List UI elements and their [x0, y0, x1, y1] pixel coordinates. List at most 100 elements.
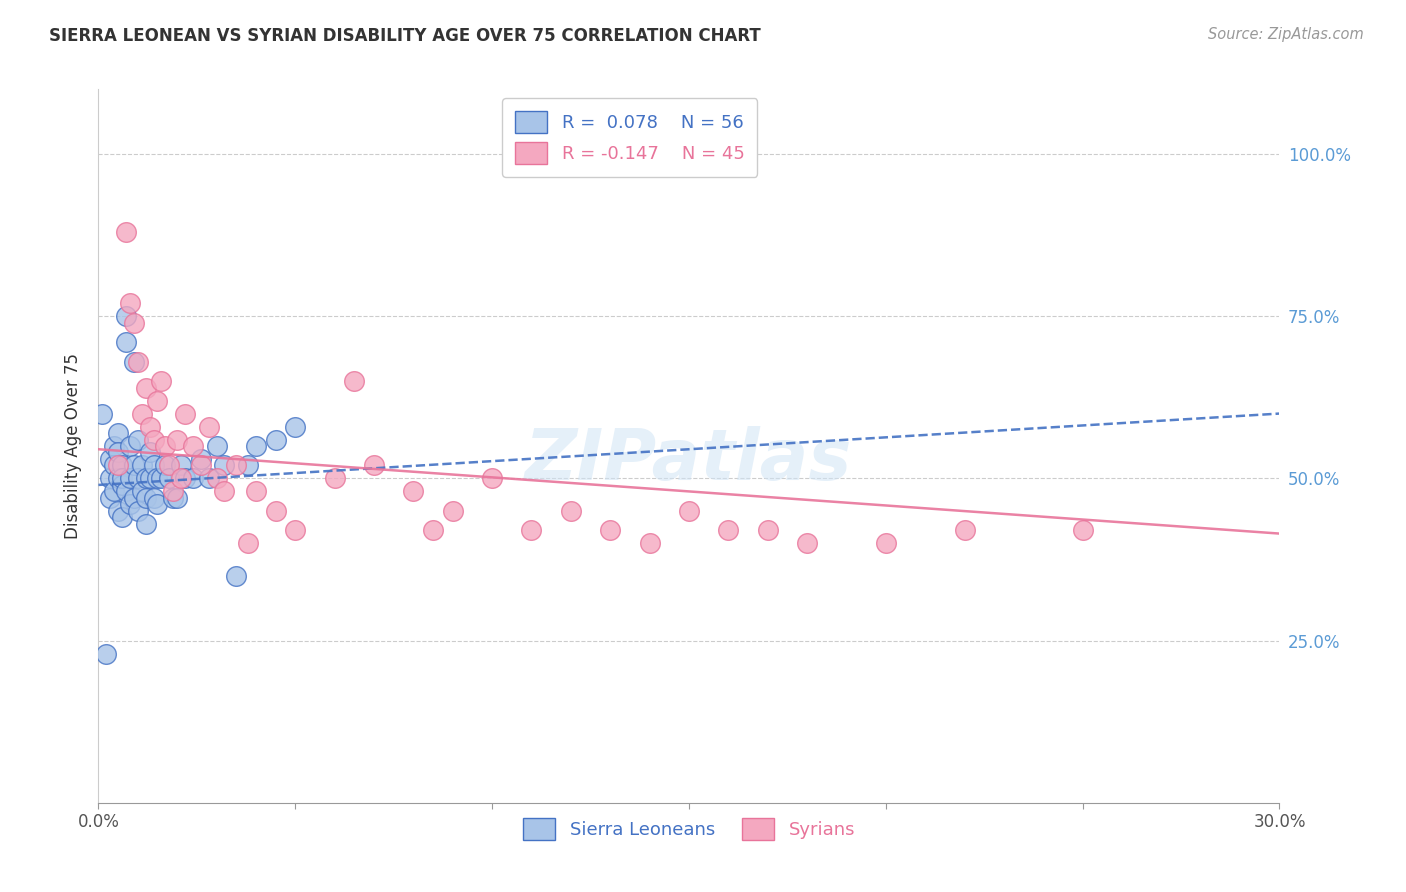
Point	[953, 524, 976, 538]
Point	[107, 504, 129, 518]
Point	[138, 419, 160, 434]
Point	[103, 439, 125, 453]
Point	[135, 491, 157, 505]
Point	[166, 433, 188, 447]
Point	[131, 484, 153, 499]
Point	[127, 471, 149, 485]
Point	[323, 471, 346, 485]
Point	[135, 516, 157, 531]
Point	[678, 504, 700, 518]
Point	[756, 524, 779, 538]
Point	[98, 452, 121, 467]
Point	[197, 419, 219, 434]
Point	[142, 491, 165, 505]
Point	[225, 458, 247, 473]
Point	[115, 484, 138, 499]
Legend: Sierra Leoneans, Syrians: Sierra Leoneans, Syrians	[516, 811, 862, 847]
Point	[190, 452, 212, 467]
Point	[142, 458, 165, 473]
Point	[717, 524, 740, 538]
Point	[115, 335, 138, 350]
Point	[155, 458, 177, 473]
Point	[162, 484, 184, 499]
Point	[157, 458, 180, 473]
Point	[422, 524, 444, 538]
Point	[127, 504, 149, 518]
Point	[245, 439, 267, 453]
Point	[875, 536, 897, 550]
Point	[197, 471, 219, 485]
Point	[481, 471, 503, 485]
Point	[146, 393, 169, 408]
Point	[142, 433, 165, 447]
Point	[181, 471, 204, 485]
Point	[170, 471, 193, 485]
Point	[162, 491, 184, 505]
Point	[174, 471, 197, 485]
Point	[118, 296, 141, 310]
Point	[441, 504, 464, 518]
Point	[122, 458, 145, 473]
Point	[122, 491, 145, 505]
Point	[118, 439, 141, 453]
Point	[205, 471, 228, 485]
Point	[174, 407, 197, 421]
Point	[98, 471, 121, 485]
Point	[115, 225, 138, 239]
Point	[264, 433, 287, 447]
Point	[107, 458, 129, 473]
Point	[91, 407, 114, 421]
Point	[1071, 524, 1094, 538]
Point	[138, 445, 160, 459]
Point	[150, 471, 173, 485]
Point	[264, 504, 287, 518]
Point	[157, 471, 180, 485]
Point	[225, 568, 247, 582]
Point	[111, 510, 134, 524]
Point	[122, 316, 145, 330]
Point	[520, 524, 543, 538]
Point	[245, 484, 267, 499]
Point	[107, 445, 129, 459]
Point	[146, 497, 169, 511]
Point	[111, 471, 134, 485]
Point	[131, 458, 153, 473]
Point	[127, 433, 149, 447]
Point	[135, 471, 157, 485]
Point	[118, 497, 141, 511]
Point	[343, 374, 366, 388]
Point	[146, 471, 169, 485]
Point	[155, 439, 177, 453]
Point	[796, 536, 818, 550]
Point	[103, 484, 125, 499]
Point	[181, 439, 204, 453]
Point	[111, 458, 134, 473]
Point	[560, 504, 582, 518]
Point	[127, 354, 149, 368]
Point	[118, 471, 141, 485]
Point	[111, 478, 134, 492]
Point	[170, 458, 193, 473]
Point	[98, 491, 121, 505]
Point	[638, 536, 661, 550]
Point	[363, 458, 385, 473]
Point	[122, 354, 145, 368]
Point	[107, 425, 129, 440]
Point	[166, 491, 188, 505]
Point	[284, 524, 307, 538]
Point	[599, 524, 621, 538]
Point	[214, 458, 236, 473]
Point	[190, 458, 212, 473]
Point	[205, 439, 228, 453]
Point	[402, 484, 425, 499]
Point	[150, 374, 173, 388]
Point	[138, 471, 160, 485]
Point	[96, 647, 118, 661]
Y-axis label: Disability Age Over 75: Disability Age Over 75	[65, 353, 83, 539]
Point	[131, 407, 153, 421]
Text: ZIPatlas: ZIPatlas	[526, 425, 852, 495]
Point	[115, 310, 138, 324]
Point	[107, 471, 129, 485]
Point	[103, 458, 125, 473]
Text: SIERRA LEONEAN VS SYRIAN DISABILITY AGE OVER 75 CORRELATION CHART: SIERRA LEONEAN VS SYRIAN DISABILITY AGE …	[49, 27, 761, 45]
